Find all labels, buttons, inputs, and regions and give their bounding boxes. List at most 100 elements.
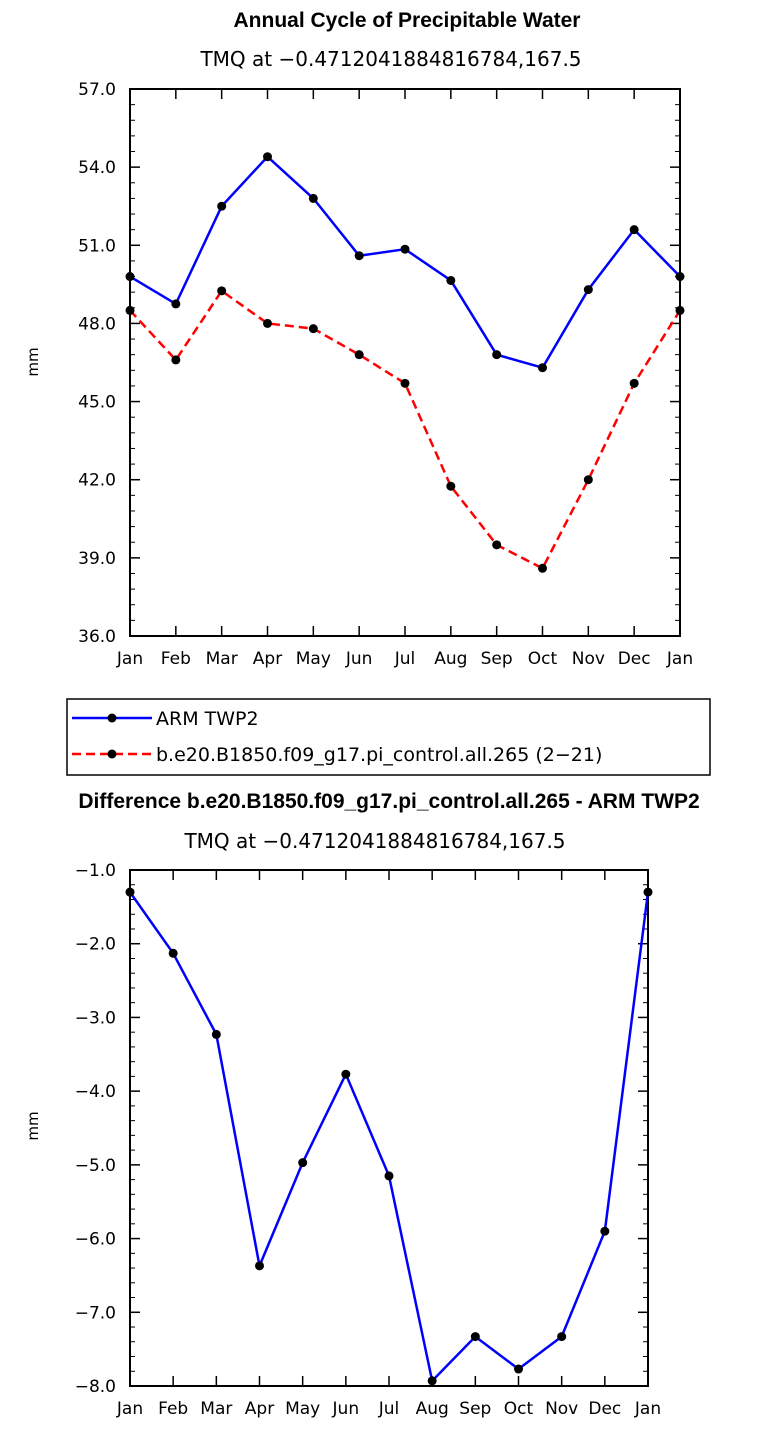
y-tick-label: −5.0: [75, 1156, 116, 1176]
x-tick-label: Aug: [416, 1399, 449, 1419]
data-point: [643, 887, 653, 897]
y-axis-label: mm: [24, 347, 42, 376]
x-tick-label: Jul: [394, 649, 416, 669]
plot-frame: [129, 88, 681, 637]
x-tick-label: Jan: [116, 1399, 143, 1419]
legend: ARM TWP2 b.e20.B1850.f09_g17.pi_control.…: [66, 698, 711, 776]
data-point: [217, 201, 227, 211]
data-point: [354, 251, 364, 261]
data-point: [211, 1029, 221, 1039]
y-tick-label: −1.0: [75, 861, 116, 881]
data-point: [217, 286, 227, 296]
x-tick-label: Apr: [253, 649, 282, 669]
x-tick-label: Jun: [332, 1399, 360, 1419]
data-point: [400, 244, 410, 254]
data-point: [263, 152, 272, 162]
plot-frame: [129, 869, 649, 1387]
legend-label-model: b.e20.B1850.f09_g17.pi_control.all.265 (…: [156, 744, 602, 766]
data-point: [557, 1332, 567, 1342]
x-tick-label: Aug: [434, 649, 467, 669]
x-tick-label: Mar: [206, 649, 238, 669]
data-point: [168, 948, 178, 958]
x-tick-label: Jan: [666, 649, 693, 669]
y-tick-label: −8.0: [75, 1377, 116, 1397]
plot-area: 36.0 39.0 42.0 45.0 48.0 51.0 54.0 57.0 Jan Feb Ma…: [78, 80, 693, 669]
data-point: [171, 355, 181, 365]
y-tick-label: 39.0: [78, 549, 116, 569]
data-point: [629, 378, 639, 388]
legend-marker-model: [107, 749, 117, 759]
y-tick-label: −6.0: [75, 1230, 116, 1250]
chart-subtitle: TMQ at −0.4712041884816784,167.5: [183, 829, 565, 853]
data-point: [308, 324, 318, 334]
y-tick-label: −4.0: [75, 1082, 116, 1102]
x-tick-label: Jul: [378, 1399, 400, 1419]
x-tick-label: May: [285, 1399, 320, 1419]
data-point: [600, 1226, 610, 1236]
data-point: [675, 305, 685, 315]
y-tick-label: 45.0: [78, 393, 116, 413]
y-tick-label: 51.0: [78, 236, 116, 256]
y-tick-label: −2.0: [75, 935, 116, 955]
legend-marker-arm: [107, 713, 117, 723]
data-point: [308, 193, 318, 203]
x-tick-label: Oct: [528, 649, 558, 669]
y-tick-label: 48.0: [78, 314, 116, 334]
data-point: [400, 378, 410, 388]
x-tick-label: Feb: [158, 1399, 188, 1419]
data-point: [263, 318, 272, 328]
data-point: [675, 272, 685, 282]
x-tick-label: Dec: [588, 1399, 621, 1419]
legend-label-arm: ARM TWP2: [156, 708, 259, 730]
data-point: [538, 363, 547, 373]
series-line-0: [129, 155, 681, 369]
data-point: [427, 1376, 437, 1386]
annual-cycle-chart: Annual Cycle of Precipitable Water TMQ a…: [24, 9, 693, 669]
data-point: [446, 481, 456, 491]
data-point: [384, 1171, 394, 1181]
data-point: [492, 350, 502, 360]
chart-title: Difference b.e20.B1850.f09_g17.pi_contro…: [78, 790, 699, 813]
data-point: [446, 275, 456, 285]
y-tick-label: 36.0: [78, 627, 116, 647]
x-tick-label: Mar: [200, 1399, 232, 1419]
data-point: [492, 540, 502, 550]
x-tick-label: Sep: [459, 1399, 491, 1419]
chart-title: Annual Cycle of Precipitable Water: [234, 9, 581, 32]
y-tick-label: −7.0: [75, 1303, 116, 1323]
y-axis-label: mm: [24, 1111, 42, 1140]
data-point: [125, 305, 135, 315]
data-point: [583, 285, 593, 295]
x-tick-label: May: [296, 649, 331, 669]
data-point: [538, 563, 547, 573]
data-point: [354, 350, 364, 360]
data-point: [629, 225, 639, 235]
x-tick-label: Oct: [504, 1399, 534, 1419]
difference-chart: Difference b.e20.B1850.f09_g17.pi_contro…: [24, 790, 700, 1419]
x-tick-label: Nov: [572, 649, 605, 669]
x-tick-label: Jan: [116, 649, 143, 669]
x-tick-label: Jan: [634, 1399, 661, 1419]
plot-area: −8.0 −7.0 −6.0 −5.0 −4.0 −3.0 −2.0 −1.0 Jan Feb Ma…: [75, 861, 661, 1419]
series-line-0: [128, 891, 650, 1383]
x-tick-label: Feb: [161, 649, 191, 669]
series-line-1: [129, 289, 682, 570]
x-tick-label: Nov: [545, 1399, 578, 1419]
legend-box: [66, 698, 711, 776]
data-point: [255, 1261, 264, 1271]
data-point: [470, 1332, 480, 1342]
y-tick-label: 57.0: [78, 80, 116, 100]
y-tick-label: −3.0: [75, 1008, 116, 1028]
chart-subtitle: TMQ at −0.4712041884816784,167.5: [199, 47, 581, 71]
x-tick-label: Jun: [345, 649, 373, 669]
data-point: [125, 887, 135, 897]
x-tick-label: Dec: [618, 649, 651, 669]
y-tick-label: 54.0: [78, 158, 116, 178]
data-point: [125, 272, 135, 282]
data-point: [171, 299, 181, 309]
x-tick-label: Sep: [481, 649, 513, 669]
data-point: [298, 1158, 308, 1168]
data-point: [341, 1069, 351, 1079]
data-point: [583, 475, 593, 485]
